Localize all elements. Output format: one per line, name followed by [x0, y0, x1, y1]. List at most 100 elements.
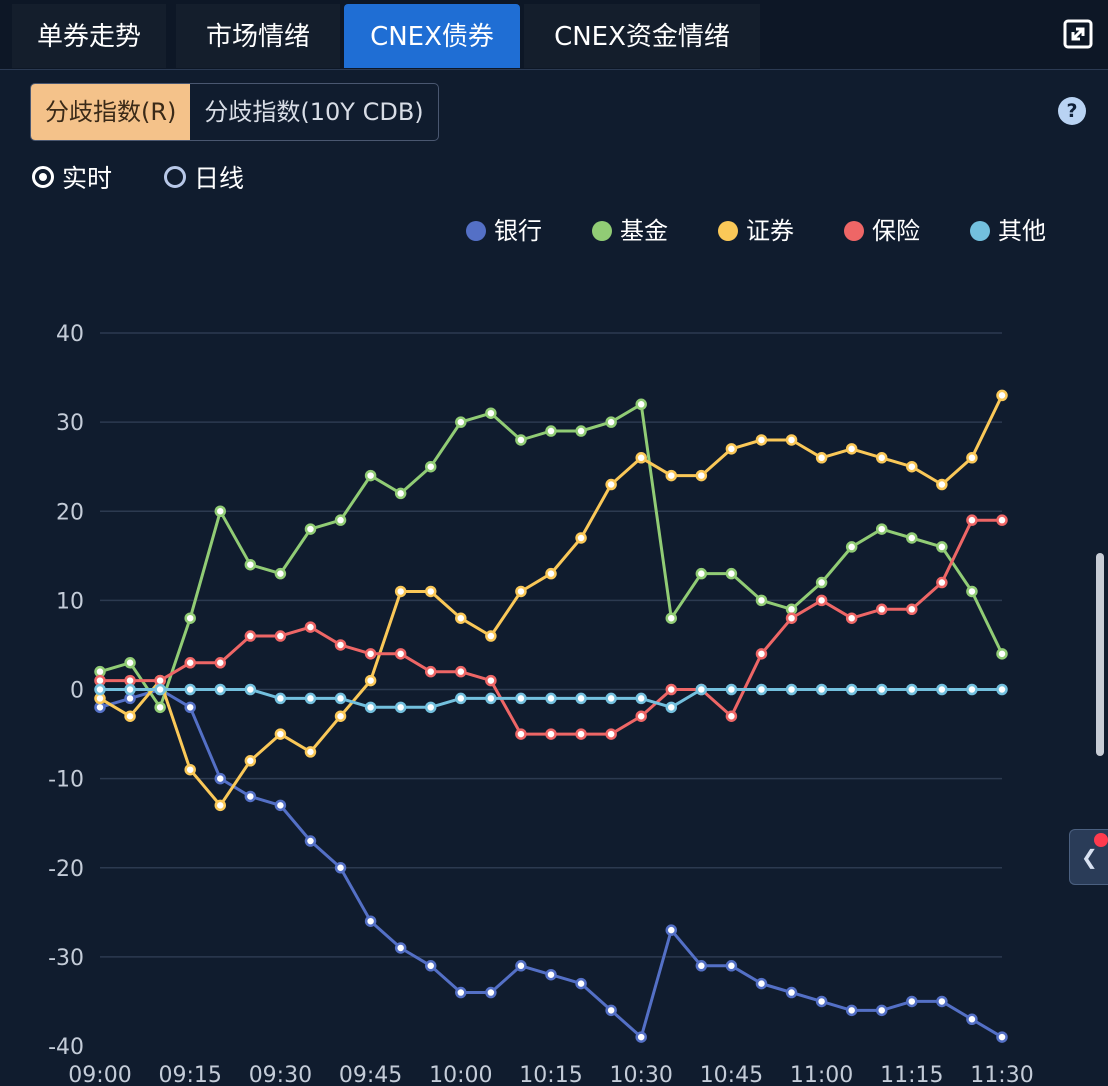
data-point [124, 657, 136, 669]
data-point [875, 523, 888, 535]
series-2 [94, 389, 1008, 812]
data-point [94, 674, 106, 687]
data-point [455, 986, 467, 999]
series-3 [94, 514, 1008, 740]
tab-cnex-funding-sentiment[interactable]: CNEX资金情绪 [524, 4, 760, 68]
data-point [785, 683, 798, 696]
radio-realtime[interactable]: 实时 [32, 160, 112, 194]
data-point [515, 692, 527, 705]
x-tick-label: 10:00 [429, 1063, 492, 1086]
data-point [906, 460, 918, 473]
data-point [875, 603, 888, 616]
radio-realtime-label: 实时 [62, 164, 113, 193]
data-point [455, 665, 467, 678]
legend-item[interactable]: 银行 [466, 217, 542, 245]
y-tick-label: 30 [56, 411, 84, 436]
data-point [575, 728, 587, 740]
data-point [394, 701, 407, 714]
data-point [334, 639, 347, 651]
data-point [455, 612, 467, 624]
legend-swatch [592, 221, 612, 241]
data-point [364, 469, 377, 482]
data-point [214, 799, 227, 812]
data-point [695, 469, 708, 482]
data-point [605, 692, 617, 705]
tab-market-sentiment[interactable]: 市场情绪 [176, 4, 340, 68]
data-point [755, 594, 768, 607]
data-point [394, 942, 407, 954]
data-point [334, 514, 347, 526]
data-point [605, 416, 617, 428]
side-panel-toggle[interactable]: ❮ [1069, 829, 1108, 885]
tab-cnex-bonds[interactable]: CNEX债券 [344, 4, 520, 68]
data-point [424, 585, 437, 598]
data-point [665, 701, 678, 714]
data-point [274, 567, 287, 580]
series-line [99, 688, 1003, 1039]
y-tick-label: -30 [48, 946, 84, 971]
data-point [545, 968, 557, 981]
data-point [815, 576, 828, 589]
data-point [154, 683, 166, 696]
legend-label: 证券 [746, 217, 794, 245]
data-point [815, 995, 828, 1008]
data-point [785, 603, 798, 616]
y-tick-label: 0 [70, 679, 84, 704]
data-point [364, 701, 377, 714]
data-point [485, 986, 497, 999]
x-tick-label: 11:30 [970, 1063, 1033, 1086]
tab-single-bond-trend[interactable]: 单券走势 [12, 4, 166, 68]
data-point [394, 648, 407, 660]
data-point [575, 425, 587, 437]
data-point [304, 746, 317, 758]
data-point [966, 1013, 978, 1026]
radio-daily[interactable]: 日线 [164, 160, 244, 194]
data-point [755, 648, 768, 660]
data-point [665, 683, 678, 696]
legend-swatch [844, 221, 864, 241]
x-tick-label: 09:15 [158, 1063, 221, 1086]
x-tick-label: 11:15 [880, 1063, 943, 1086]
x-tick-label: 09:00 [68, 1063, 131, 1086]
y-tick-label: 10 [56, 589, 84, 614]
data-point [364, 674, 377, 687]
legend-item[interactable]: 基金 [592, 217, 668, 245]
data-point [996, 683, 1008, 696]
legend-item[interactable]: 保险 [844, 217, 920, 245]
data-point [936, 995, 948, 1008]
expand-icon[interactable] [1062, 18, 1094, 50]
help-icon[interactable]: ? [1058, 97, 1086, 125]
data-point [635, 710, 647, 722]
notification-dot [1094, 833, 1108, 847]
data-point [605, 1004, 617, 1017]
radio-unchecked-icon [164, 166, 186, 188]
data-point [244, 630, 257, 642]
segment-divergence-r[interactable]: 分歧指数(R) [31, 84, 191, 140]
data-point [424, 960, 437, 972]
data-point [394, 585, 407, 598]
x-tick-label: 10:45 [700, 1063, 763, 1086]
data-point [545, 728, 557, 740]
vertical-scrollbar[interactable] [1096, 553, 1104, 756]
segment-divergence-10y-cdb[interactable]: 分歧指数(10Y CDB) [204, 98, 424, 126]
data-point [635, 1031, 647, 1043]
data-point [815, 452, 828, 464]
legend-item[interactable]: 其他 [970, 217, 1046, 245]
x-axis-ticks: 09:00 09:15 09:30 09:45 10:00 10:15 10:30 10:45… [68, 1063, 1033, 1086]
data-point [304, 835, 317, 847]
data-point [755, 683, 768, 696]
data-point [364, 648, 377, 660]
data-point [485, 407, 497, 419]
data-point [906, 532, 918, 544]
data-point [875, 452, 888, 464]
data-point [635, 452, 647, 464]
data-point [845, 443, 858, 455]
data-point [545, 567, 557, 580]
data-point [364, 915, 377, 927]
data-point [996, 1031, 1008, 1043]
data-point [94, 692, 106, 705]
legend-item[interactable]: 证券 [718, 217, 794, 245]
y-tick-label: -40 [48, 1035, 84, 1060]
data-point [515, 728, 527, 740]
data-point [304, 523, 317, 535]
